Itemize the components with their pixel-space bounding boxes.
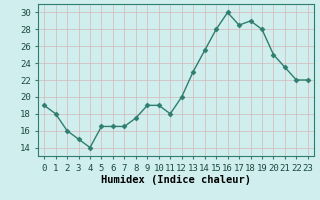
X-axis label: Humidex (Indice chaleur): Humidex (Indice chaleur) [101, 175, 251, 185]
